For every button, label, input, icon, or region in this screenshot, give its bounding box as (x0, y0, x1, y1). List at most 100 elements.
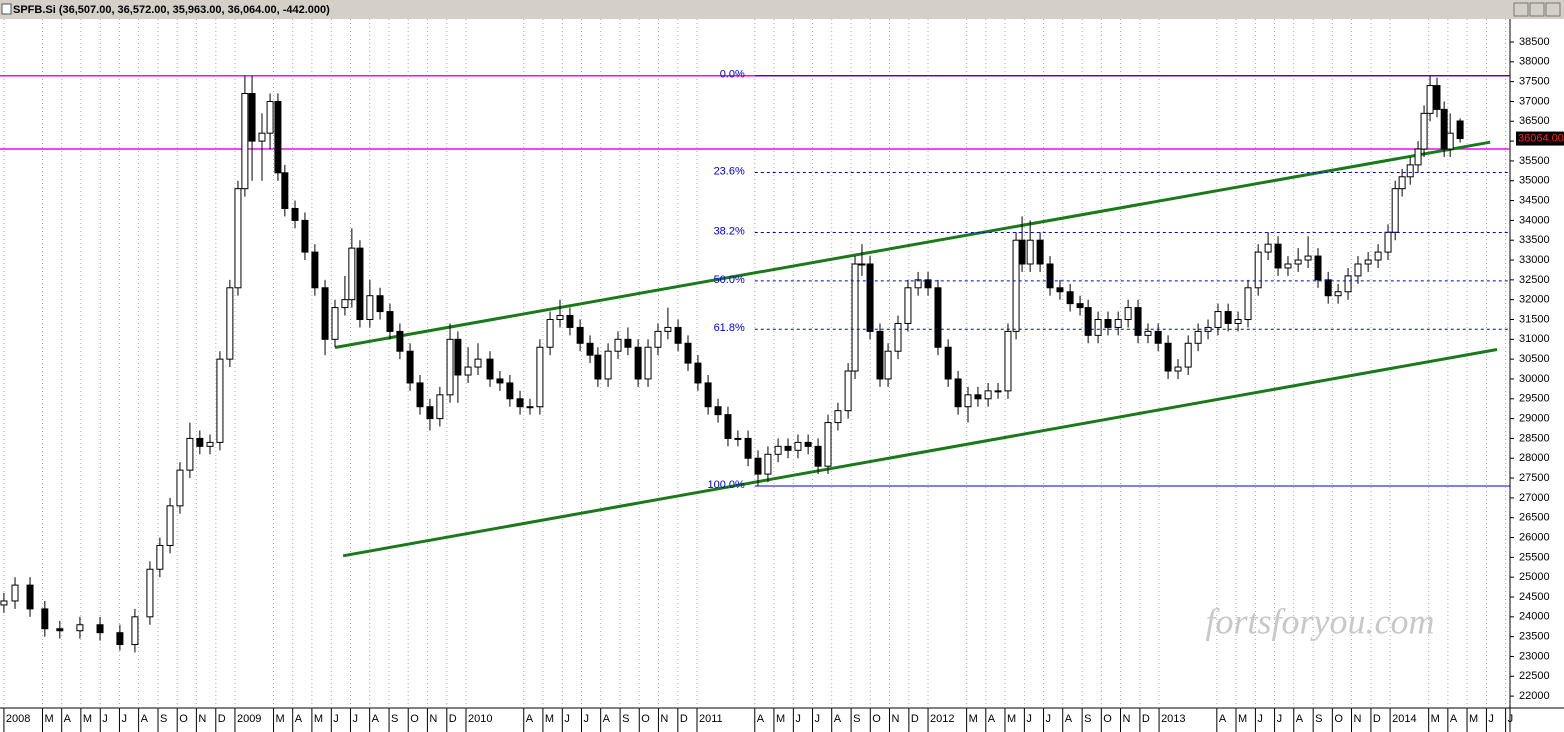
close-button[interactable] (1545, 2, 1561, 17)
title-bar (0, 0, 1564, 19)
candle-body (1194, 330, 1202, 344)
candle-body (56, 628, 64, 632)
y-tick-label: 33000 (1519, 254, 1550, 266)
candle-body (1364, 259, 1372, 265)
candle-body (486, 358, 494, 380)
fib-label: 38.2% (714, 225, 745, 237)
candle-body (1076, 303, 1084, 309)
candle-body (1066, 291, 1074, 305)
x-tick-label: J (815, 713, 821, 725)
candle-body (516, 398, 524, 408)
x-tick-label: M (776, 713, 785, 725)
candle-body (1184, 342, 1192, 368)
candle-body (11, 584, 19, 602)
x-tick-label: M (276, 713, 285, 725)
x-tick-label: 2009 (237, 713, 261, 725)
candle-body (1046, 263, 1054, 289)
y-tick-label: 26500 (1519, 512, 1550, 524)
candle-body (814, 445, 822, 467)
candle-body (1391, 188, 1399, 233)
y-tick-label: 31500 (1519, 313, 1550, 325)
candle-body (1294, 259, 1302, 265)
x-tick-label: N (429, 713, 437, 725)
candle-body (96, 624, 104, 634)
x-tick-label: J (333, 713, 339, 725)
x-tick-label: A (295, 713, 303, 725)
candle-body (1264, 243, 1272, 253)
y-tick-label: 28500 (1519, 432, 1550, 444)
candle-body (386, 311, 394, 332)
y-tick-label: 35500 (1519, 155, 1550, 167)
candle-body (851, 263, 859, 372)
candle-body (496, 378, 504, 384)
candle-body (654, 330, 662, 348)
candle-body (634, 346, 642, 380)
candle-body (1274, 243, 1282, 269)
chart-title: SPFB.Si (36,507.00, 36,572.00, 35,963.00… (13, 4, 330, 16)
candle-body (604, 350, 612, 380)
x-tick-label: O (179, 713, 188, 725)
candle-body (331, 307, 339, 340)
candle-body (426, 406, 434, 420)
candle-body (1224, 311, 1232, 324)
x-tick-label: M (1469, 713, 1478, 725)
x-tick-label: A (1065, 713, 1073, 725)
y-tick-label: 33500 (1519, 234, 1550, 246)
y-tick-label: 37000 (1519, 95, 1550, 107)
candle-body (1374, 251, 1382, 261)
y-tick-label: 27000 (1519, 492, 1550, 504)
x-tick-label: S (160, 713, 167, 725)
x-tick-label: O (410, 713, 419, 725)
x-tick-label: A (988, 713, 996, 725)
y-tick-label: 38000 (1519, 56, 1550, 68)
x-tick-label: S (853, 713, 860, 725)
y-tick-label: 37500 (1519, 76, 1550, 88)
candle-body (934, 287, 942, 348)
candle-body (944, 346, 952, 380)
candle-body (1334, 291, 1342, 297)
x-tick-label: D (218, 713, 226, 725)
candle-body (196, 437, 204, 447)
candle-body (1134, 307, 1142, 336)
candle-body (536, 346, 544, 408)
candle-body (1018, 239, 1026, 265)
candle-body (1354, 263, 1362, 277)
candle-body (116, 632, 124, 646)
y-tick-label: 25000 (1519, 571, 1550, 583)
candle-body (994, 390, 1002, 393)
x-tick-label: A (1450, 713, 1458, 725)
x-tick-label: 2008 (6, 713, 30, 725)
x-tick-label: M (1007, 713, 1016, 725)
x-tick-label: O (872, 713, 881, 725)
minimize-button[interactable] (1513, 2, 1529, 17)
x-tick-label: D (1142, 713, 1150, 725)
y-tick-label: 23000 (1519, 650, 1550, 662)
candle-body (464, 366, 472, 376)
candle-body (248, 93, 256, 142)
x-tick-label: 2011 (699, 713, 723, 725)
x-tick-label: S (391, 713, 398, 725)
x-tick-label: O (641, 713, 650, 725)
x-tick-label: D (680, 713, 688, 725)
candle-body (356, 247, 364, 320)
candle-body (724, 414, 732, 439)
x-tick-label: 2014 (1392, 713, 1416, 725)
candle-body (614, 338, 622, 352)
y-tick-label: 22500 (1519, 670, 1550, 682)
maximize-button[interactable] (1529, 2, 1545, 17)
candle-body (1154, 330, 1162, 344)
candle-body (694, 362, 702, 384)
candle-body (266, 100, 274, 134)
y-tick-label: 24500 (1519, 591, 1550, 603)
candle-body (436, 394, 444, 420)
candle-body (206, 441, 214, 447)
candle-body (1084, 307, 1092, 336)
candle-body (644, 346, 652, 380)
x-tick-label: J (1046, 713, 1052, 725)
x-tick-label: J (1277, 713, 1283, 725)
candle-body (341, 299, 349, 309)
candle-body (964, 394, 972, 408)
candle-body (1114, 318, 1122, 328)
candle-body (321, 287, 329, 340)
candle-body (566, 315, 574, 328)
